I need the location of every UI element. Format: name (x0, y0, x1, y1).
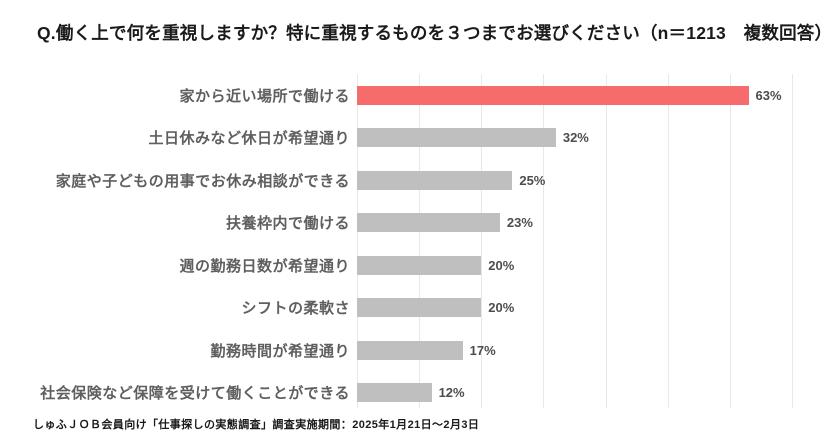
gridline (543, 74, 545, 408)
row-plot: 32% (357, 128, 792, 148)
chart-row: 勤務時間が希望通り 17% (0, 329, 829, 372)
row-plot: 63% (357, 85, 792, 105)
row-plot: 20% (357, 298, 792, 318)
bar (357, 340, 463, 360)
bar (357, 255, 482, 275)
value-label: 25% (519, 172, 546, 188)
gridlines (357, 74, 793, 408)
chart-row: 扶養枠内で働ける 23% (0, 202, 829, 245)
chart-rows: 家から近い場所で働ける 63% 土日休みなど休日が希望通り 32% 家庭や子ども… (0, 74, 829, 414)
chart-row: 家庭や子どもの用事でお休み相談ができる 25% (0, 159, 829, 202)
category-label: 週の勤務日数が希望通り (179, 257, 350, 275)
value-label: 12% (438, 385, 465, 401)
gridline (357, 74, 358, 408)
gridline (792, 74, 793, 408)
category-label: 家から近い場所で働ける (179, 87, 350, 105)
category-label: 扶養枠内で働ける (225, 215, 350, 233)
bar (357, 298, 482, 318)
chart-row: 土日休みなど休日が希望通り 32% (0, 117, 829, 160)
gridline (605, 74, 607, 408)
value-label: 20% (488, 257, 515, 273)
value-label: 20% (488, 300, 515, 316)
row-plot: 25% (357, 170, 792, 190)
row-plot: 20% (357, 255, 792, 275)
value-label: 23% (506, 215, 533, 231)
category-label: 家庭や子どもの用事でお休み相談ができる (55, 172, 350, 190)
chart-row: 社会保険など保障を受けて働くことができる 12% (0, 372, 829, 415)
chart-row: 週の勤務日数が希望通り 20% (0, 244, 829, 287)
value-label: 17% (469, 342, 496, 358)
category-label: 土日休みなど休日が希望通り (148, 130, 350, 148)
category-label: 社会保険など保障を受けて働くことができる (40, 385, 350, 403)
row-plot: 12% (357, 383, 792, 403)
bar (357, 170, 513, 190)
value-label: 32% (562, 130, 589, 146)
bar (357, 383, 432, 403)
bar (357, 85, 749, 105)
row-plot: 23% (357, 213, 792, 233)
row-plot: 17% (357, 340, 792, 360)
source-note: しゅふＪＯＢ会員向け「仕事探しの実態調査」調査実施期間：2025年1月21日～2… (33, 419, 480, 431)
category-label: 勤務時間が希望通り (210, 342, 350, 360)
value-label: 63% (755, 87, 782, 103)
category-label: シフトの柔軟さ (241, 300, 350, 318)
chart-plot-area: 家から近い場所で働ける 63% 土日休みなど休日が希望通り 32% 家庭や子ども… (0, 74, 829, 414)
chart-row: シフトの柔軟さ 20% (0, 287, 829, 330)
bar (357, 128, 556, 148)
gridline (419, 74, 421, 408)
gridline (667, 74, 669, 408)
chart-title: Q.働く上で何を重視しますか？特に重視するものを３つまでお選びください（n＝12… (37, 23, 829, 43)
bar (357, 213, 500, 233)
gridline (481, 74, 483, 408)
gridline (729, 74, 731, 408)
chart-row: 家から近い場所で働ける 63% (0, 74, 829, 117)
